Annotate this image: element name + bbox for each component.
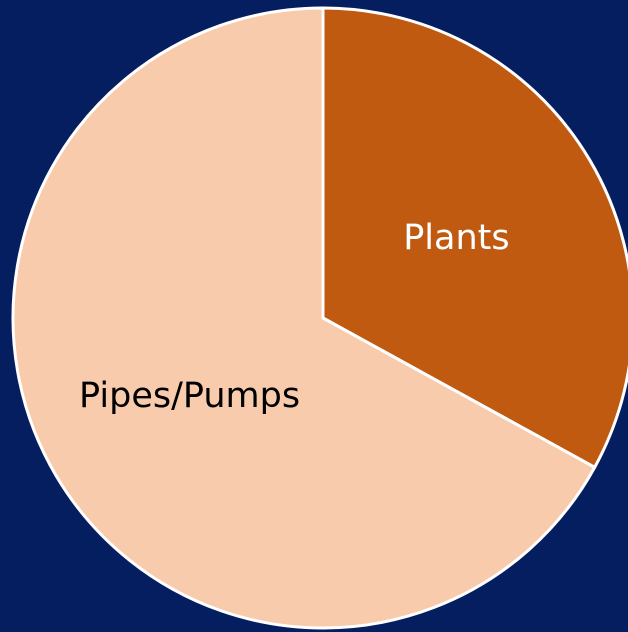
pie-slice [321,6,628,469]
pie-slice [11,6,597,630]
slice-label: Pipes/Pumps [79,376,300,416]
slice-label: Plants [403,218,509,258]
